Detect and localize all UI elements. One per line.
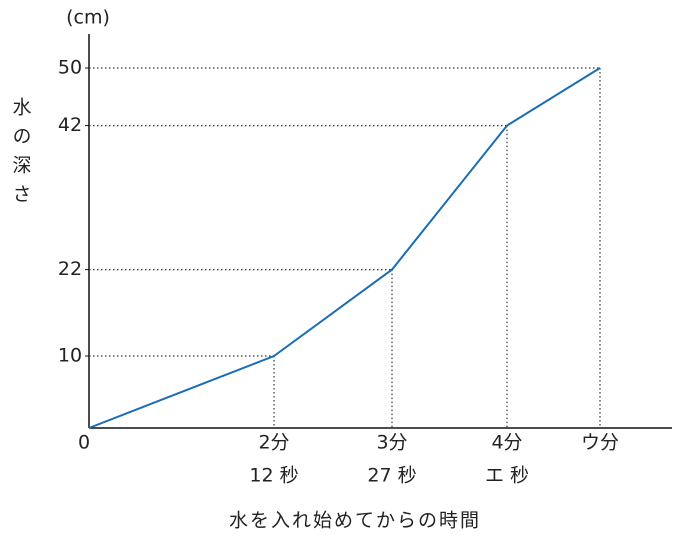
unit-label: (cm) (66, 7, 110, 29)
x-tick-sublabel: エ 秒 (485, 465, 529, 487)
y-tick-label: 42 (58, 114, 82, 136)
x-tick-label: 4分 (491, 432, 522, 454)
y-tick-label: 50 (58, 57, 82, 79)
y-axis-title: 水の深さ (10, 97, 32, 213)
x-tick-label: 3分 (376, 432, 407, 454)
x-tick-label: 0 (78, 432, 90, 454)
x-tick-sublabel: 27 秒 (367, 465, 416, 487)
x-tick-sublabel: 12 秒 (249, 465, 298, 487)
y-tick-label: 10 (58, 345, 82, 367)
data-line (88, 67, 601, 429)
x-tick-label: 2分 (258, 432, 289, 454)
x-axis-title: 水を入れ始めてからの時間 (229, 510, 481, 532)
x-tick-label: ウ分 (581, 432, 619, 454)
y-tick-label: 22 (58, 258, 82, 280)
